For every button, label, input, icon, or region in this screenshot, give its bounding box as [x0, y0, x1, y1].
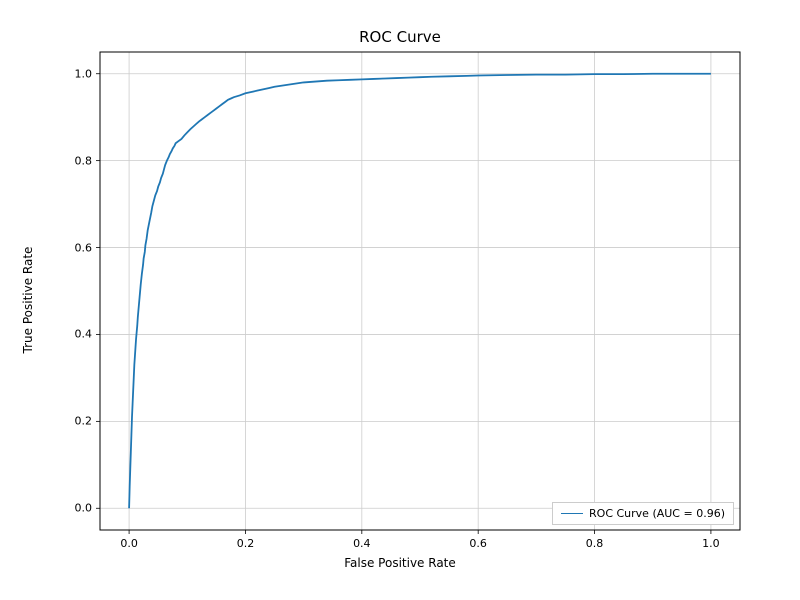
chart-title: ROC Curve: [0, 28, 800, 46]
legend: ROC Curve (AUC = 0.96): [552, 502, 734, 525]
x-tick-label: 1.0: [702, 537, 720, 550]
y-tick-label: 0.2: [70, 415, 92, 428]
legend-label: ROC Curve (AUC = 0.96): [589, 507, 725, 520]
x-tick-label: 0.0: [120, 537, 138, 550]
x-tick-label: 0.6: [469, 537, 487, 550]
y-tick-label: 0.4: [70, 328, 92, 341]
y-tick-label: 0.6: [70, 241, 92, 254]
x-tick-label: 0.2: [237, 537, 255, 550]
x-tick-label: 0.4: [353, 537, 371, 550]
y-tick-label: 1.0: [70, 67, 92, 80]
legend-line-icon: [561, 513, 583, 514]
roc-chart: ROC Curve True Positive Rate False Posit…: [0, 0, 800, 600]
y-axis-label: True Positive Rate: [21, 247, 35, 354]
x-tick-label: 0.8: [586, 537, 604, 550]
x-axis-label: False Positive Rate: [0, 556, 800, 570]
plot-area: [100, 52, 740, 530]
y-tick-label: 0.0: [70, 502, 92, 515]
y-tick-label: 0.8: [70, 154, 92, 167]
